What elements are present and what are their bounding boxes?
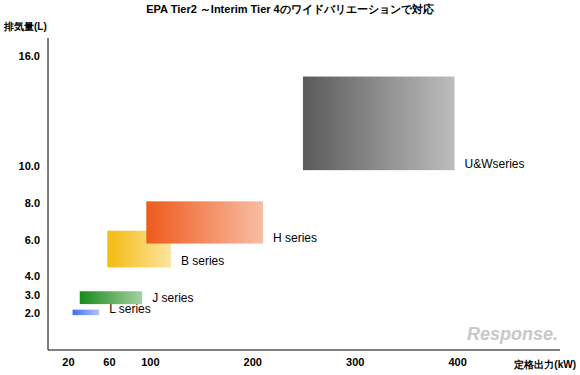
- svg-text:H series: H series: [273, 231, 317, 245]
- svg-text:60: 60: [103, 356, 115, 368]
- svg-text:6.0: 6.0: [25, 234, 40, 246]
- svg-text:10.0: 10.0: [19, 160, 40, 172]
- html-text:定格出力(kW): 定格出力(kW): [514, 359, 576, 370]
- svg-text:100: 100: [141, 356, 159, 368]
- svg-text:16.0: 16.0: [19, 50, 40, 62]
- svg-text:U&Wseries: U&Wseries: [465, 157, 525, 171]
- html-text:Response.: Response.: [467, 324, 558, 344]
- svg-text:200: 200: [244, 356, 262, 368]
- svg-text:4.0: 4.0: [25, 270, 40, 282]
- svg-text:400: 400: [448, 356, 466, 368]
- svg-text:300: 300: [346, 356, 364, 368]
- html-text:排気量(L): 排気量(L): [4, 21, 47, 32]
- html-text:EPA Tier2 ～Interim Tier 4のワイドバ: EPA Tier2 ～Interim Tier 4のワイドバリエーションで対応: [146, 3, 434, 15]
- svg-text:B series: B series: [181, 254, 224, 268]
- svg-text:20: 20: [62, 356, 74, 368]
- svg-text:8.0: 8.0: [25, 197, 40, 209]
- svg-text:L series: L series: [109, 302, 151, 316]
- svg-text:J series: J series: [152, 291, 193, 305]
- svg-text:2.0: 2.0: [25, 307, 40, 319]
- svg-text:3.0: 3.0: [25, 289, 40, 301]
